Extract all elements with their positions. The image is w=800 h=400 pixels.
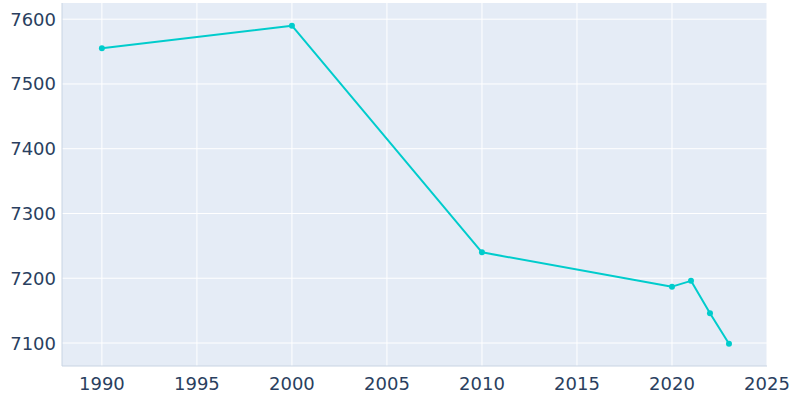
x-grid-line [196,3,197,366]
y-grid-line [62,343,767,344]
chart-svg: 7100 7200 7300 7400 7500 7600 1990 1995 2000 2005… [0,0,800,400]
y-grid-line [62,83,767,84]
x-grid-line [291,3,292,366]
data-point [669,284,675,290]
data-point [99,45,105,51]
x-tick-label: 1990 [79,373,125,394]
x-tick-label: 2025 [744,373,790,394]
y-grid-line [62,148,767,149]
data-group [99,23,732,347]
y-tick-label: 7600 [10,9,56,30]
y-axis-line [62,3,63,366]
x-tick-label: 2020 [649,373,695,394]
data-point [289,23,295,29]
data-point [688,278,694,284]
plot-background [62,3,767,366]
chart-container: 7100 7200 7300 7400 7500 7600 1990 1995 2000 2005… [0,0,800,400]
x-tick-label: 2015 [554,373,600,394]
x-grid-line [101,3,102,366]
y-grid-line [62,213,767,214]
y-grid-line [62,19,767,20]
x-grid-line [481,3,482,366]
x-grid-line [386,3,387,366]
data-line [102,26,729,344]
y-grid-line [62,278,767,279]
x-grid-line [767,3,768,366]
y-tick-label: 7400 [10,138,56,159]
y-tick-label: 7100 [10,333,56,354]
x-tick-label: 2000 [269,373,315,394]
x-grid-line [576,3,577,366]
data-point [707,310,713,316]
y-tick-label: 7300 [10,203,56,224]
x-tick-label: 2005 [364,373,410,394]
x-grid-line [671,3,672,366]
y-tick-label: 7200 [10,268,56,289]
y-tick-label: 7500 [10,73,56,94]
x-axis-line [62,366,767,367]
x-tick-label: 2010 [459,373,505,394]
data-point [479,249,485,255]
x-tick-label: 1995 [174,373,220,394]
data-point [726,341,732,347]
